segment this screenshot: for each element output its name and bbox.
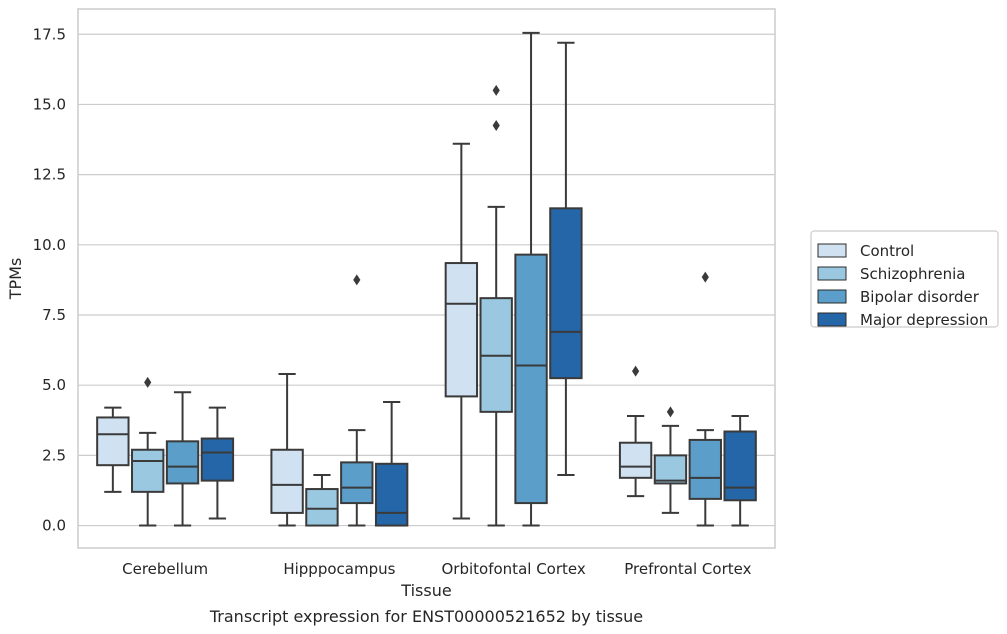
box-plot-item xyxy=(131,376,165,527)
box-iqr xyxy=(270,448,304,514)
box-iqr xyxy=(340,461,374,505)
chart-title: Transcript expression for ENST0000052165… xyxy=(209,607,643,626)
legend-label: Major depression xyxy=(860,311,988,329)
outlier-point xyxy=(144,376,152,388)
x-tick-label: Orbitofontal Cortex xyxy=(442,560,586,578)
x-tick-label: Cerebellum xyxy=(122,560,208,578)
box-iqr xyxy=(96,416,130,467)
y-tick-label: 17.5 xyxy=(33,25,66,43)
legend-swatch xyxy=(817,312,847,327)
box-plot-item xyxy=(305,474,339,527)
outlier-point xyxy=(701,271,709,283)
box-iqr xyxy=(374,462,409,527)
box-plot-item xyxy=(340,274,374,527)
box-iqr xyxy=(723,430,757,502)
y-tick-label: 5.0 xyxy=(42,376,66,394)
y-tick-label: 7.5 xyxy=(42,306,66,324)
x-axis-label: Tissue xyxy=(400,581,451,600)
x-tick-label: Hipppocampus xyxy=(283,560,395,578)
box-plot-item xyxy=(514,31,548,527)
legend-label: Control xyxy=(860,242,914,260)
box-plot-item xyxy=(270,372,304,527)
box-plot-item xyxy=(165,391,200,527)
outlier-point xyxy=(492,84,500,96)
box-plot-item xyxy=(96,406,130,493)
box-iqr xyxy=(549,207,583,380)
box-plot-item xyxy=(653,406,688,514)
plot-frame xyxy=(77,8,776,549)
box-iqr xyxy=(444,262,479,398)
box-plot-groups xyxy=(96,31,757,527)
x-tick-labels: Cerebellum Hipppocampus Orbitofontal Corte… xyxy=(122,560,751,578)
box-plot-item xyxy=(723,415,757,527)
legend-label: Schizophrenia xyxy=(860,265,965,283)
box-plot-item xyxy=(479,84,513,527)
box-iqr xyxy=(131,448,165,493)
legend: Control Schizophrenia Bipolar disorder Majo… xyxy=(810,230,999,329)
y-tick-label: 15.0 xyxy=(33,95,66,113)
y-tick-label: 0.0 xyxy=(42,517,66,535)
box-plot-item xyxy=(688,271,722,527)
outlier-point xyxy=(492,120,500,132)
legend-swatch xyxy=(817,243,847,258)
box-plot-item xyxy=(549,41,583,477)
y-tick-label: 2.5 xyxy=(42,446,66,464)
legend-swatch xyxy=(817,289,847,304)
box-iqr xyxy=(305,488,339,527)
box-iqr xyxy=(618,441,653,479)
box-plot-item xyxy=(444,142,479,520)
box-plot-item xyxy=(200,406,235,520)
box-iqr xyxy=(688,438,722,500)
y-tick-label: 12.5 xyxy=(33,166,66,184)
box-iqr xyxy=(200,437,235,482)
box-plot-item xyxy=(618,365,653,498)
box-iqr xyxy=(653,454,688,485)
x-tick-label: Prefrontal Cortex xyxy=(624,560,751,578)
box-iqr xyxy=(165,440,200,485)
y-axis-label: TPMs xyxy=(6,258,25,301)
outlier-point xyxy=(632,365,640,377)
legend-swatch xyxy=(817,266,847,281)
outlier-point xyxy=(666,406,675,418)
outlier-point xyxy=(353,274,361,286)
legend-label: Bipolar disorder xyxy=(860,288,980,306)
y-tick-labels: 0.0 2.5 5.0 7.5 10.0 12.5 15.0 17.5 xyxy=(33,25,66,534)
y-tick-label: 10.0 xyxy=(33,236,66,254)
legend-frame xyxy=(810,230,999,328)
box-plot-item xyxy=(374,401,409,527)
box-iqr xyxy=(514,253,548,505)
